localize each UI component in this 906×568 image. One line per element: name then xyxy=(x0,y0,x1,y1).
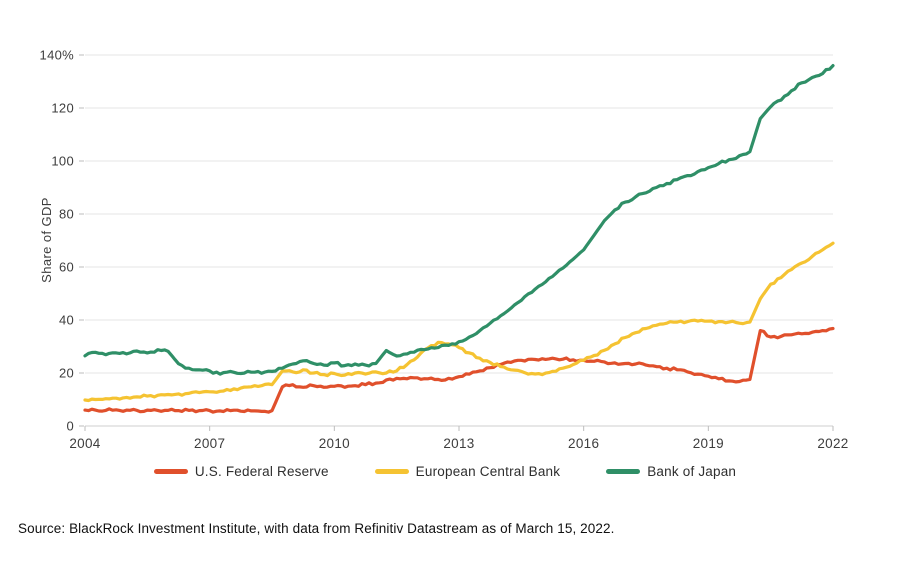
legend-swatch-u-s-federal-reserve xyxy=(153,469,188,474)
y-tick-label: 20 xyxy=(59,366,74,381)
series-line-u-s-federal-reserve xyxy=(83,326,835,414)
legend-item-european-central-bank: European Central Bank xyxy=(374,464,561,479)
legend-label-european-central-bank: European Central Bank xyxy=(415,464,561,479)
legend-label-bank-of-japan: Bank of Japan xyxy=(647,464,737,479)
x-tick-label: 2007 xyxy=(194,436,225,451)
legend-swatch-bank-of-japan xyxy=(606,469,641,474)
y-tick-label: 80 xyxy=(59,207,74,222)
y-tick-label: 40 xyxy=(59,313,74,328)
series-line-european-central-bank xyxy=(83,241,835,403)
chart-legend: U.S. Federal Reserve European Central Ban… xyxy=(85,464,805,479)
legend-swatch-european-central-bank xyxy=(374,469,409,474)
source-note: Source: BlackRock Investment Institute, … xyxy=(18,521,615,536)
x-tick-label: 2010 xyxy=(319,436,350,451)
legend-item-u-s-federal-reserve: U.S. Federal Reserve xyxy=(153,464,329,479)
y-tick-label: 60 xyxy=(59,260,74,275)
legend-item-bank-of-japan: Bank of Japan xyxy=(606,464,736,479)
y-tick-label: 100 xyxy=(51,154,74,169)
y-tick-label: 140% xyxy=(40,48,75,63)
y-tick-label: 0 xyxy=(66,419,74,434)
x-tick-label: 2016 xyxy=(568,436,599,451)
x-tick-label: 2013 xyxy=(443,436,474,451)
legend-label-u-s-federal-reserve: U.S. Federal Reserve xyxy=(194,464,329,479)
x-tick-label: 2019 xyxy=(693,436,724,451)
x-tick-label: 2004 xyxy=(69,436,100,451)
line-chart: 0 20 40 60 80 100 120 140% 2004 2007 2010 2013 2016 2… xyxy=(40,48,849,452)
series-line-bank-of-japan xyxy=(83,63,835,376)
y-tick-label: 120 xyxy=(51,101,74,116)
x-tick-label: 2022 xyxy=(817,436,848,451)
